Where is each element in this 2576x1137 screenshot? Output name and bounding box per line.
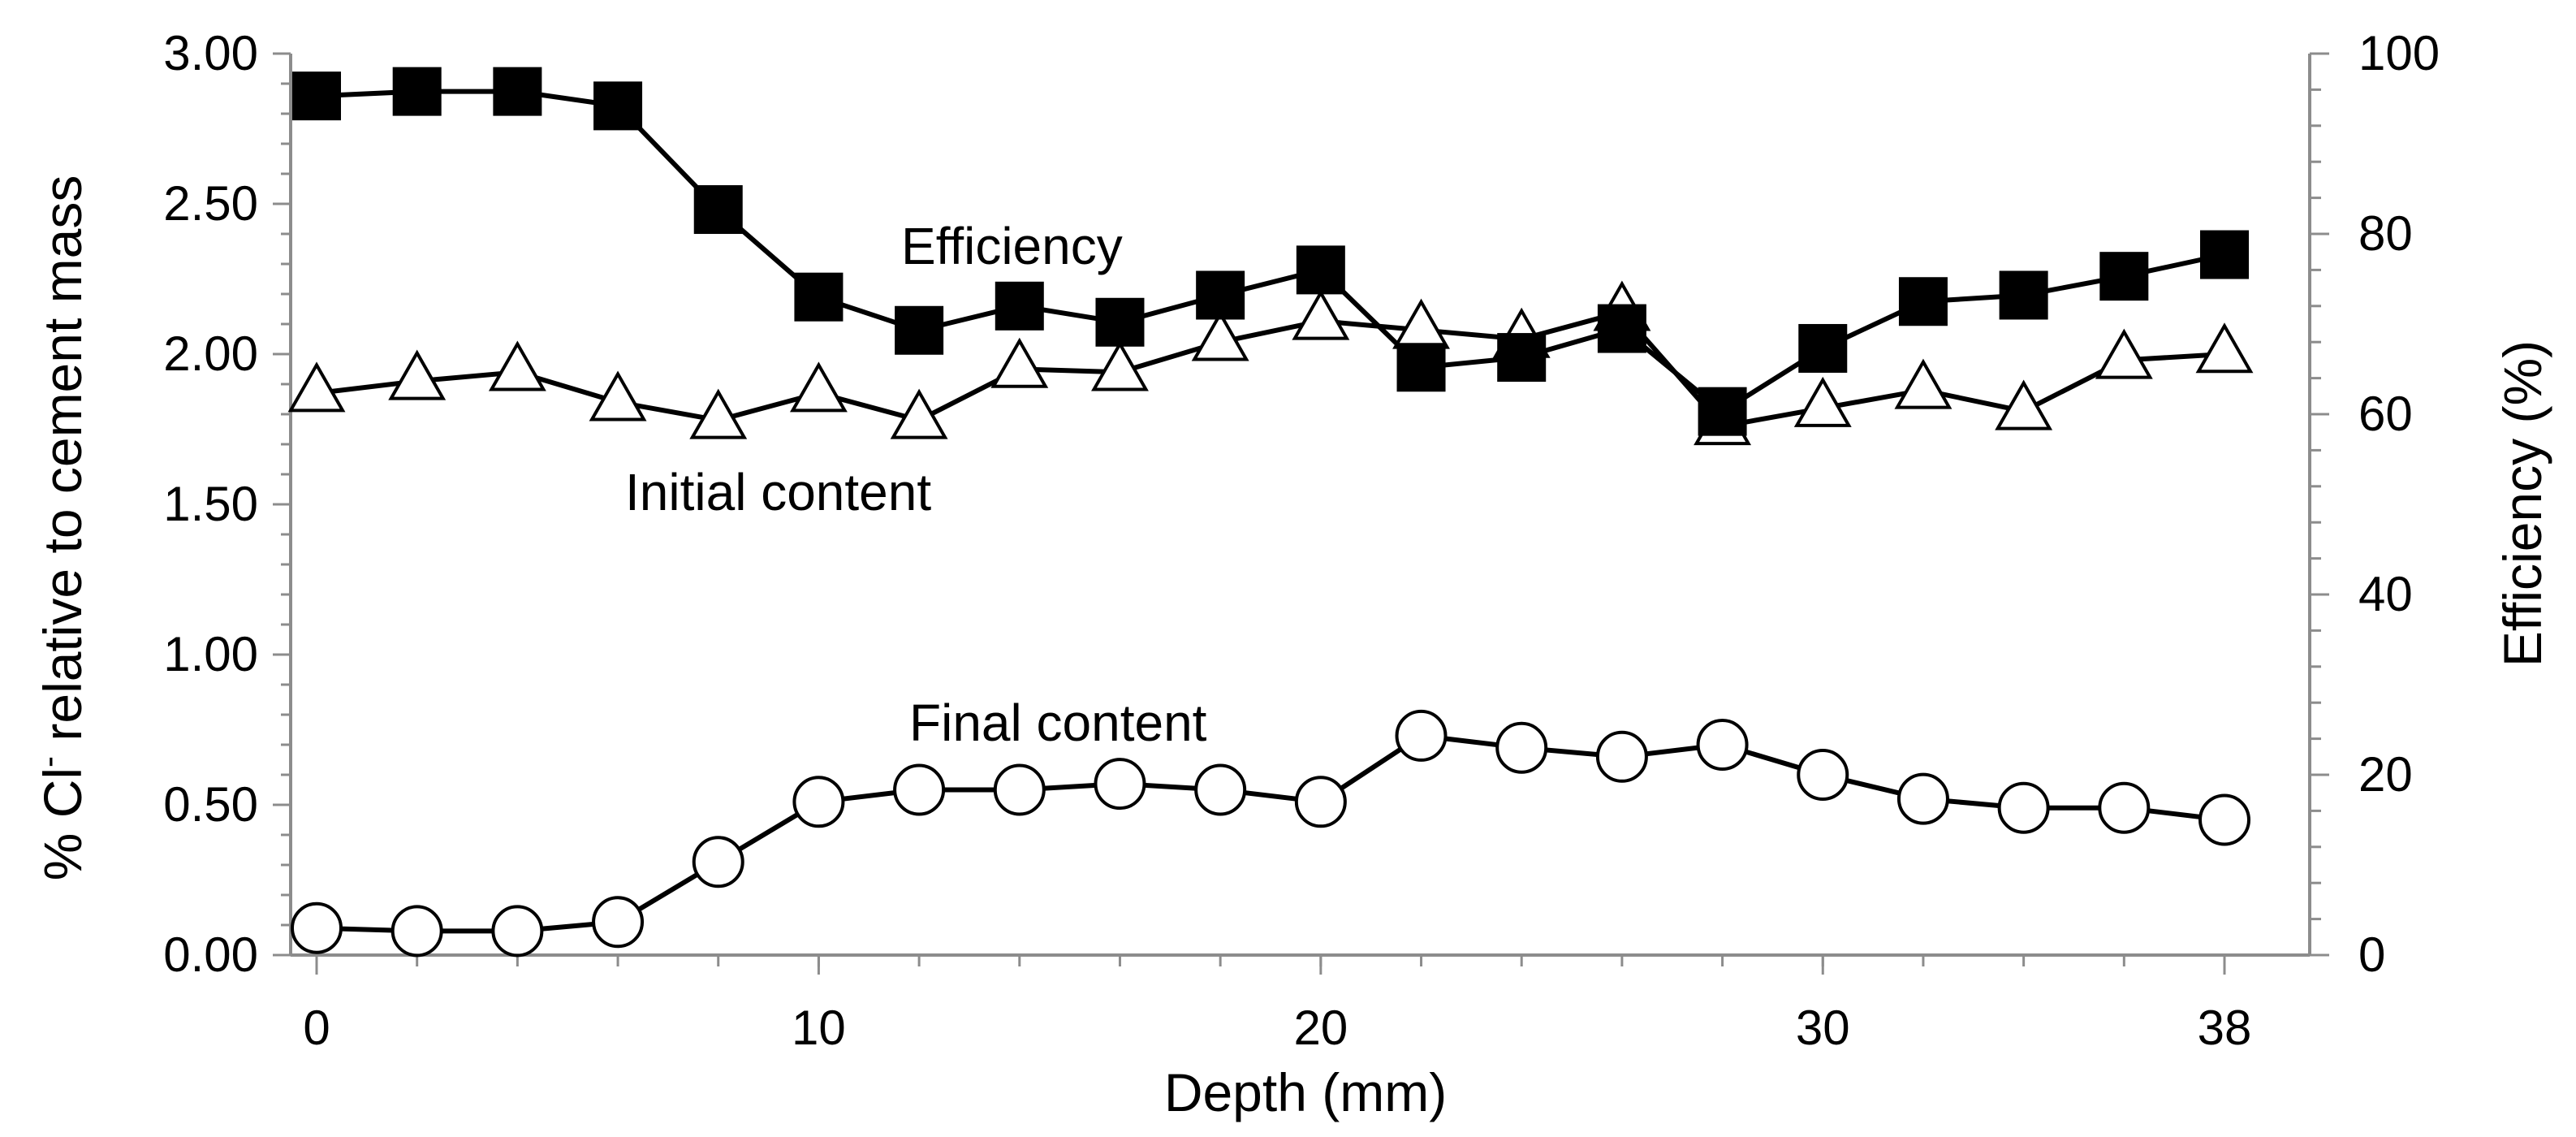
initial-content-point	[689, 388, 748, 439]
initial-content-point	[1392, 298, 1450, 349]
final-content-point	[1395, 709, 1448, 762]
final-content-point	[1997, 781, 2050, 834]
efficiency-point	[1898, 277, 1948, 326]
initial-content-point	[589, 370, 647, 422]
final-content-point	[390, 905, 443, 958]
final-content-point	[1696, 719, 1749, 771]
efficiency-point	[493, 67, 542, 116]
y-axis-title-right: Efficiency (%)	[2492, 340, 2552, 667]
y-right-tick-label: 60	[2358, 387, 2413, 441]
final-content-point	[1896, 772, 1949, 825]
y-left-tick-label: 1.50	[163, 477, 258, 531]
y-right-tick-label: 80	[2358, 206, 2413, 261]
final-content-point	[692, 836, 744, 888]
series-layer	[287, 67, 2254, 958]
efficiency-point	[693, 185, 743, 235]
series-line-efficiency	[316, 89, 2225, 414]
final-content-point	[1495, 721, 1548, 774]
final-content-point	[2098, 781, 2151, 834]
y-right-tick-label: 0	[2358, 927, 2385, 982]
final-content-point	[1797, 749, 1849, 801]
efficiency-point	[292, 71, 341, 121]
x-tick-label: 20	[1293, 1001, 1348, 1055]
initial-content-point	[488, 340, 546, 391]
x-tick-label: 30	[1796, 1001, 1850, 1055]
final-content-point	[792, 776, 845, 828]
initial-content-point	[789, 361, 848, 413]
efficiency-point	[1798, 323, 1848, 373]
efficiency-point	[1497, 333, 1547, 383]
final-content-point	[1194, 763, 1247, 816]
initial-content-point	[1995, 379, 2053, 430]
y-left-tick-label: 1.00	[163, 627, 258, 681]
efficiency-point	[895, 305, 944, 355]
y-left-tick-label: 0.00	[163, 927, 258, 982]
final-content-point	[592, 896, 645, 949]
y-right-tick-label: 40	[2358, 567, 2413, 621]
initial-content-point	[2195, 322, 2254, 374]
initial-content-point	[2095, 328, 2153, 379]
initial-content-point	[287, 361, 346, 413]
annotation-final-content: Final content	[909, 694, 1207, 752]
efficiency-point	[392, 67, 442, 116]
x-tick-label: 0	[303, 1001, 330, 1055]
y-right-tick-label: 100	[2358, 26, 2440, 80]
y-left-tick-label: 2.00	[163, 326, 258, 381]
efficiency-point	[1095, 297, 1145, 347]
text-layer: Efficiency Initial content Final content…	[29, 175, 2552, 1122]
final-content-point	[2198, 793, 2250, 846]
efficiency-point	[593, 81, 643, 131]
efficiency-point	[1396, 343, 1446, 392]
y-left-tick-label: 2.50	[163, 176, 258, 231]
annotation-initial-content: Initial content	[625, 463, 931, 521]
efficiency-point	[1999, 270, 2048, 320]
final-content-point	[993, 763, 1046, 816]
x-axis-title: Depth (mm)	[1164, 1062, 1447, 1122]
y-axis-title-left-suffix: relative to cement mass	[32, 175, 93, 756]
initial-content-point	[388, 349, 447, 400]
y-right-tick-label: 20	[2358, 747, 2413, 802]
axes-layer: 0.000.501.001.502.002.503.00020406080100…	[163, 26, 2440, 1055]
x-tick-label: 10	[792, 1001, 846, 1055]
initial-content-point	[990, 337, 1049, 388]
x-tick-label: 38	[2198, 1001, 2252, 1055]
y-axis-title-left-prefix: % Cl	[32, 767, 93, 880]
final-content-point	[1294, 776, 1347, 828]
efficiency-point	[1698, 387, 1747, 436]
efficiency-point	[1296, 245, 1345, 295]
final-content-point	[1595, 730, 1648, 783]
final-content-point	[893, 763, 946, 816]
efficiency-point	[1597, 304, 1646, 353]
final-content-point	[491, 905, 544, 958]
y-left-tick-label: 3.00	[163, 26, 258, 80]
initial-content-point	[1191, 310, 1249, 361]
initial-content-point	[1894, 358, 1952, 409]
efficiency-point	[2200, 230, 2249, 279]
efficiency-point	[2099, 252, 2149, 301]
y-axis-title-left: % Cl- relative to cement mass	[29, 175, 93, 881]
final-content-point	[1094, 758, 1146, 811]
annotation-efficiency: Efficiency	[901, 217, 1123, 275]
efficiency-point	[794, 272, 844, 322]
initial-content-point	[1292, 289, 1350, 340]
y-axis-title-left-sup: -	[29, 756, 67, 767]
initial-content-point	[1091, 340, 1149, 391]
initial-content-point	[1793, 376, 1852, 427]
y-left-tick-label: 0.50	[163, 777, 258, 832]
efficiency-point	[1196, 270, 1245, 320]
initial-content-point	[890, 388, 948, 439]
efficiency-point	[995, 281, 1044, 331]
final-content-point	[291, 901, 343, 954]
